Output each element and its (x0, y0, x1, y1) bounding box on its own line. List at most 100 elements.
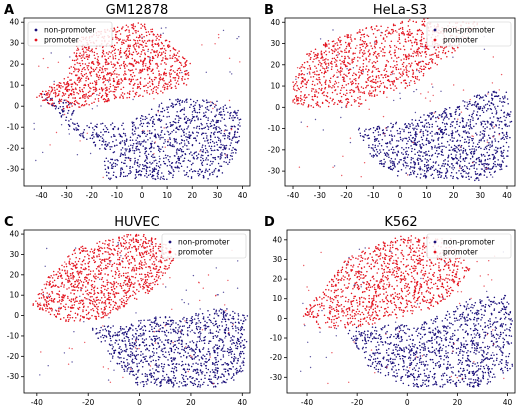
scatter-point (411, 159, 413, 161)
scatter-point (402, 27, 404, 29)
scatter-point (234, 126, 236, 128)
scatter-point (463, 89, 464, 90)
scatter-point (141, 38, 143, 40)
scatter-point (492, 176, 493, 177)
scatter-point (126, 53, 128, 55)
scatter-point (169, 156, 171, 158)
scatter-point (409, 55, 411, 57)
scatter-point (348, 102, 350, 104)
scatter-point (360, 37, 362, 39)
scatter-point (337, 86, 339, 88)
scatter-point (155, 39, 157, 41)
scatter-point (314, 73, 316, 75)
scatter-point (452, 57, 453, 58)
scatter-point (230, 155, 232, 157)
scatter-point (367, 71, 369, 73)
scatter-point (211, 132, 213, 134)
scatter-point (60, 83, 62, 85)
scatter-point (141, 34, 143, 36)
scatter-point (410, 172, 412, 174)
scatter-point (66, 89, 68, 91)
scatter-point (169, 55, 171, 57)
scatter-point (469, 101, 471, 103)
scatter-point (379, 149, 381, 151)
scatter-point (440, 177, 442, 179)
scatter-point (431, 155, 433, 157)
scatter-point (462, 136, 464, 138)
scatter-point (395, 77, 397, 79)
scatter-point (403, 74, 405, 76)
scatter-point (389, 160, 391, 162)
scatter-point (237, 131, 239, 133)
scatter-point (469, 149, 471, 151)
scatter-point (494, 126, 495, 127)
scatter-point (428, 63, 430, 65)
scatter-point (361, 86, 363, 88)
scatter-point (132, 69, 134, 71)
scatter-point (114, 95, 115, 96)
scatter-point (365, 99, 367, 101)
scatter-point (360, 70, 362, 72)
scatter-point (106, 59, 108, 61)
scatter-point (134, 75, 136, 77)
scatter-point (491, 113, 493, 115)
scatter-point (85, 47, 87, 49)
scatter-point (139, 152, 141, 154)
scatter-point (160, 48, 162, 50)
scatter-point (334, 86, 336, 88)
scatter-point (399, 42, 401, 44)
scatter-point (145, 54, 147, 56)
scatter-point (119, 30, 121, 32)
scatter-point (319, 106, 321, 108)
scatter-point (76, 50, 78, 52)
scatter-point (485, 147, 487, 149)
scatter-point (59, 86, 61, 88)
scatter-point (56, 85, 58, 87)
scatter-point (93, 136, 95, 138)
scatter-point (158, 39, 160, 41)
scatter-point (236, 115, 238, 117)
scatter-point (416, 78, 418, 80)
scatter-point (375, 62, 377, 64)
scatter-point (474, 180, 476, 182)
scatter-point (376, 25, 378, 27)
scatter-point (468, 145, 470, 147)
scatter-point (149, 66, 151, 68)
scatter-point (79, 55, 81, 57)
scatter-point (498, 118, 500, 120)
scatter-point (159, 73, 161, 75)
scatter-point (143, 41, 145, 43)
scatter-point (423, 75, 425, 77)
scatter-point (123, 172, 125, 174)
scatter-point (502, 96, 504, 98)
scatter-point (327, 101, 329, 103)
scatter-point (150, 151, 152, 153)
scatter-point (129, 52, 131, 54)
scatter-point (231, 73, 232, 74)
scatter-point (126, 65, 128, 67)
scatter-point (170, 76, 172, 78)
scatter-point (497, 117, 499, 119)
scatter-point (466, 154, 468, 156)
scatter-point (82, 69, 84, 71)
scatter-point (472, 138, 474, 140)
scatter-point (496, 95, 498, 97)
scatter-point (124, 152, 126, 154)
y-tick-label: 20 (9, 60, 19, 69)
scatter-point (128, 356, 130, 358)
scatter-point (443, 50, 445, 52)
scatter-point (132, 166, 134, 168)
scatter-point (152, 28, 154, 30)
scatter-point (149, 81, 151, 83)
scatter-point (295, 79, 296, 80)
scatter-point (229, 71, 230, 72)
scatter-point (220, 155, 222, 157)
scatter-point (73, 92, 75, 94)
scatter-point (302, 104, 304, 106)
scatter-point (451, 154, 453, 156)
scatter-point (408, 58, 410, 60)
scatter-point (121, 162, 123, 164)
scatter-point (210, 123, 212, 125)
scatter-point (114, 73, 116, 75)
scatter-point (190, 104, 192, 106)
